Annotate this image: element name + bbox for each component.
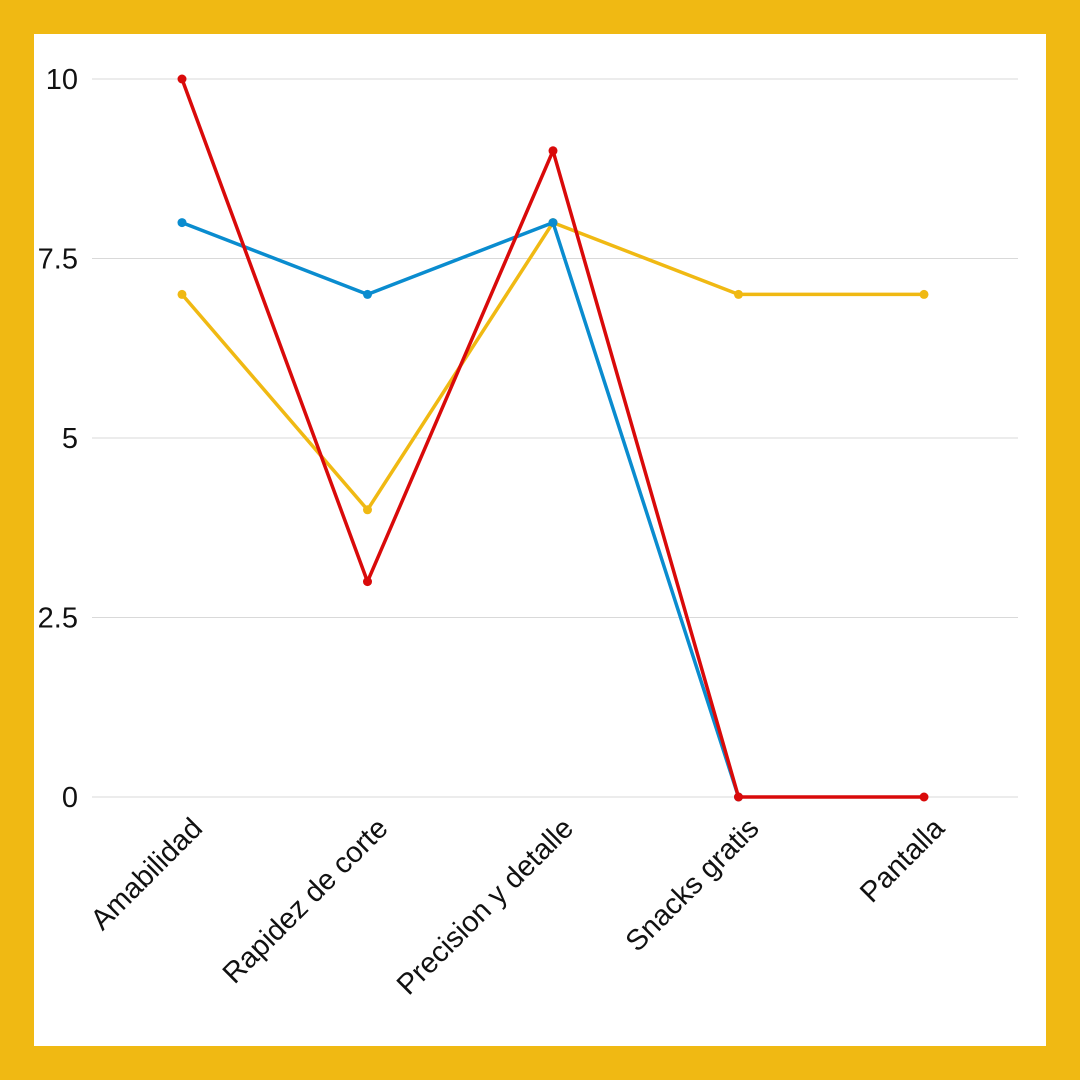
series-lines	[177, 74, 929, 802]
series-1-point	[734, 289, 743, 299]
series-3-point	[177, 74, 187, 84]
x-category-label: Pantalla	[854, 812, 951, 909]
x-category-label: Rapidez de corte	[217, 812, 395, 990]
series-1-point	[177, 289, 187, 299]
y-tick-label: 2.5	[38, 603, 78, 635]
series-3-point	[548, 146, 558, 156]
chart-panel	[34, 34, 1046, 1046]
series-3-point	[363, 577, 372, 587]
grid-lines	[92, 78, 1018, 798]
series-1-point	[363, 505, 372, 515]
series-2-point	[177, 218, 187, 228]
x-category-label: Amabilidad	[85, 812, 209, 936]
y-tick-label: 0	[62, 782, 78, 814]
series-line-2	[180, 220, 741, 799]
x-category-label: Snacks gratis	[620, 812, 766, 958]
y-tick-label: 5	[62, 423, 78, 455]
series-2-point	[363, 289, 372, 299]
series-3-point	[734, 792, 743, 802]
series-3-point	[919, 792, 929, 802]
y-axis-tick-labels: 0 2.5 5 7.5 10	[38, 64, 78, 814]
series-1-point	[919, 289, 929, 299]
y-tick-label: 10	[46, 64, 78, 96]
x-category-label: Precision y detalle	[391, 812, 580, 1001]
y-tick-label: 7.5	[38, 244, 78, 276]
series-2-point	[548, 218, 558, 228]
